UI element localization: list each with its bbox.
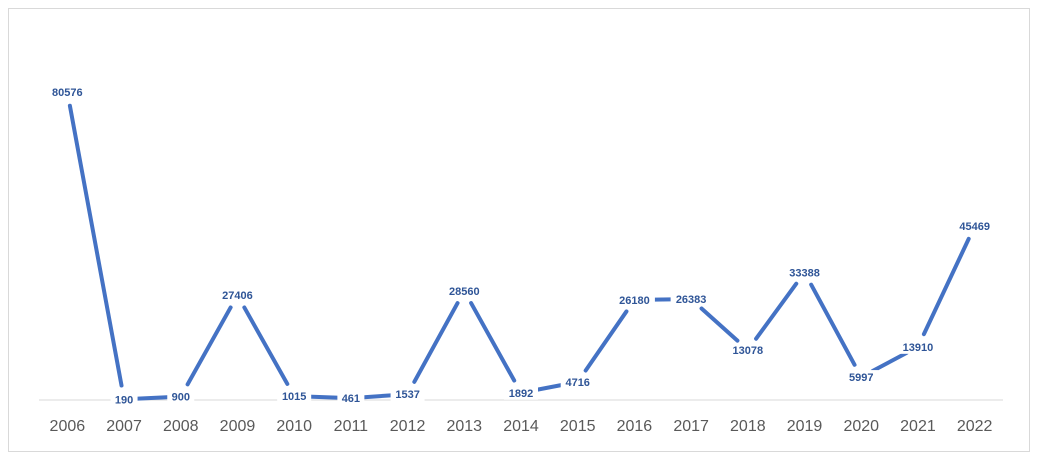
x-tick-label: 2008 <box>163 418 199 435</box>
data-label: 1537 <box>395 389 419 401</box>
series-line-segment <box>412 301 460 384</box>
series-line-segment <box>809 282 857 367</box>
x-tick-label: 2014 <box>503 418 539 435</box>
data-label: 26383 <box>676 294 707 306</box>
x-tick-label: 2018 <box>730 418 766 435</box>
data-label-background <box>784 265 826 280</box>
data-label: 190 <box>115 394 133 406</box>
series-line-segment <box>870 350 909 374</box>
data-label: 33388 <box>789 267 820 279</box>
x-tick-label: 2010 <box>276 418 312 435</box>
series-line-segment <box>530 382 569 393</box>
data-label-background <box>46 85 88 99</box>
x-tick-label: 2022 <box>957 418 993 435</box>
series-line-segment <box>303 394 342 400</box>
data-label-background <box>727 343 769 358</box>
data-label: 45469 <box>959 221 990 233</box>
data-label: 13910 <box>903 342 934 354</box>
data-label: 1892 <box>509 388 533 400</box>
data-label: 5997 <box>849 372 873 384</box>
data-label: 1015 <box>282 391 306 403</box>
data-label: 28560 <box>449 286 480 298</box>
series-line-segment <box>583 309 629 373</box>
data-label-background <box>504 385 538 400</box>
x-tick-label: 2006 <box>50 418 86 435</box>
data-label-background <box>844 370 879 385</box>
data-label: 13078 <box>733 345 764 357</box>
data-label: 80576 <box>52 87 83 99</box>
data-label-background <box>390 387 425 402</box>
data-label-background <box>443 283 485 298</box>
data-label: 27406 <box>222 290 253 302</box>
data-label-background <box>110 392 138 407</box>
x-tick-label: 2011 <box>334 418 369 435</box>
series-line-segment <box>754 281 799 341</box>
series-line-segment <box>185 305 233 387</box>
series-line-segment <box>360 392 399 400</box>
x-tick-label: 2013 <box>446 418 482 435</box>
data-label-background <box>560 374 595 389</box>
data-label-background <box>897 339 939 354</box>
series-line-segment <box>67 103 124 388</box>
series-group <box>67 103 971 401</box>
data-label: 900 <box>172 392 190 404</box>
x-tick-label: 2007 <box>106 418 142 435</box>
series-line-segment <box>469 301 517 383</box>
data-label-background <box>670 292 712 307</box>
series-line-segment <box>699 306 740 343</box>
data-label-group: 80576 190 900 27406 1015 461 1537 28560 1892 4716… <box>46 85 996 407</box>
data-label-background <box>277 389 312 404</box>
data-label: 461 <box>342 393 360 405</box>
data-label: 4716 <box>565 377 589 389</box>
data-label-background <box>167 389 195 404</box>
x-tick-label: 2017 <box>673 418 709 435</box>
x-tick-label: 2020 <box>843 418 879 435</box>
x-tick-group: 2006 2007 2008 2009 2010 2011 2012 2013 2014 2015… <box>50 418 993 435</box>
x-tick-label: 2021 <box>900 418 936 435</box>
series-line-segment <box>133 395 172 401</box>
x-tick-label: 2012 <box>390 418 426 435</box>
data-label-background <box>613 292 655 307</box>
data-label-background <box>337 391 365 406</box>
data-label: 26180 <box>619 295 650 307</box>
x-tick-label: 2009 <box>220 418 256 435</box>
x-tick-label: 2015 <box>560 418 596 435</box>
data-label-background <box>216 288 258 303</box>
x-tick-label: 2016 <box>617 418 653 435</box>
data-label-background <box>954 219 996 234</box>
series-line-segment <box>921 236 971 337</box>
x-tick-label: 2019 <box>787 418 823 435</box>
series-line-segment <box>242 305 290 386</box>
